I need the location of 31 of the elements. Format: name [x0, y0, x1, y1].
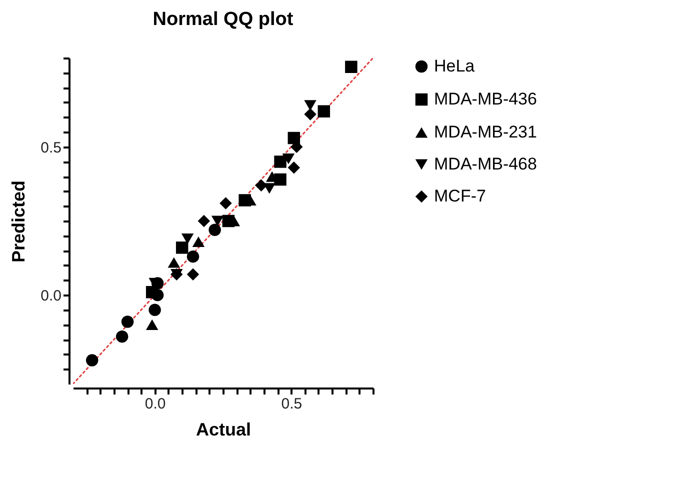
point — [288, 162, 300, 174]
point — [282, 153, 295, 164]
point — [192, 236, 205, 248]
point — [274, 156, 286, 168]
point — [186, 250, 200, 263]
legend-label: MDA-MB-231 — [434, 122, 537, 142]
legend-label: HeLa — [434, 56, 476, 76]
point — [220, 197, 232, 210]
legend-label: MDA-MB-436 — [434, 90, 537, 108]
point — [186, 268, 200, 280]
x-axis-title: Actual — [196, 420, 252, 440]
point — [181, 233, 194, 244]
point — [146, 319, 158, 330]
point — [121, 316, 134, 328]
point — [345, 60, 358, 74]
point — [86, 354, 98, 366]
point — [146, 286, 158, 298]
point — [168, 257, 180, 268]
point — [318, 105, 330, 118]
legend-label: MDA-MB-468 — [434, 154, 537, 174]
point — [208, 224, 221, 236]
chart-title: Normal QQ plot — [152, 9, 294, 30]
legend-label: MCF-7 — [434, 186, 486, 206]
y-axis-title: Predicted — [8, 180, 29, 263]
point — [304, 108, 316, 120]
point — [211, 216, 224, 226]
point — [198, 214, 210, 228]
point — [304, 100, 316, 111]
point — [176, 242, 188, 254]
point — [148, 304, 161, 316]
point — [116, 330, 128, 343]
